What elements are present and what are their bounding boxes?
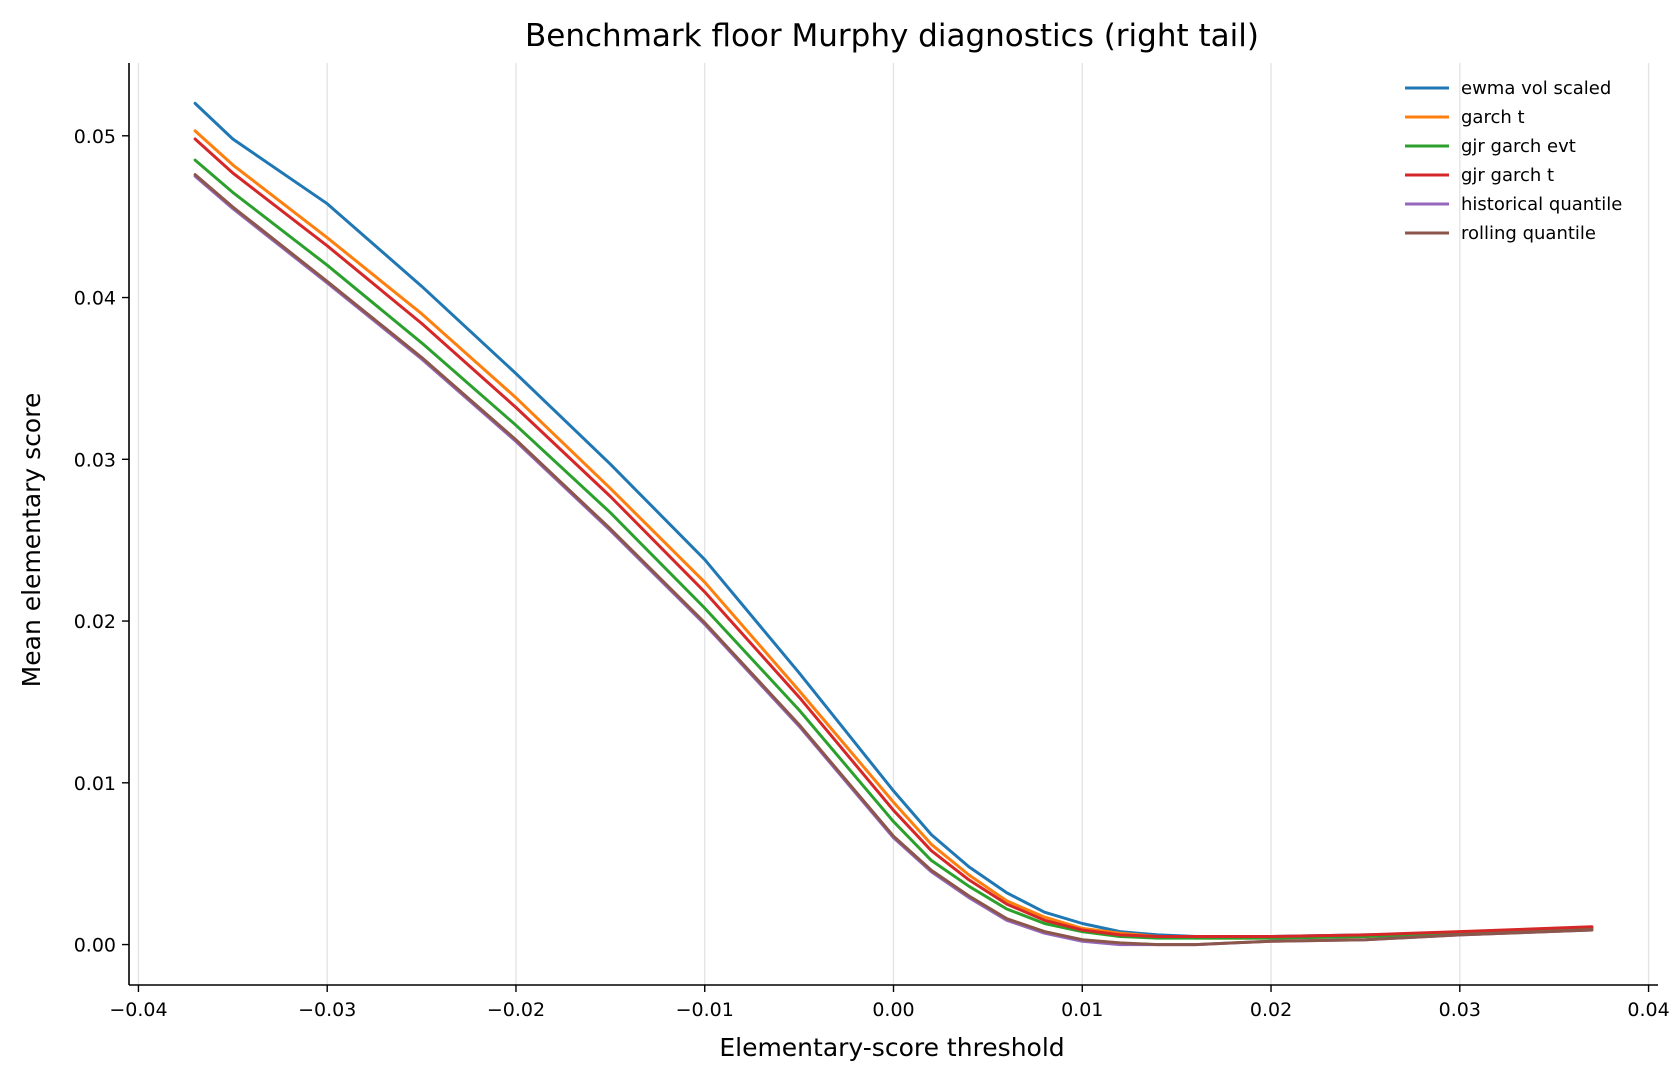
series-line-5 [193, 173, 1594, 947]
y-tick-label: 0.01 [74, 773, 116, 795]
x-tick-label: 0.03 [1439, 999, 1481, 1021]
y-tick-label: 0.02 [74, 611, 116, 633]
x-tick-label: −0.03 [298, 999, 356, 1021]
chart-title: Benchmark floor Murphy diagnostics (righ… [525, 18, 1259, 54]
series-lines [193, 101, 1594, 947]
x-tick-label: 0.00 [872, 999, 914, 1021]
y-tick-label: 0.00 [74, 935, 116, 957]
y-axis-label: Mean elementary score [17, 393, 46, 688]
x-tick-label: −0.01 [676, 999, 734, 1021]
legend-entry-label: gjr garch evt [1461, 136, 1576, 157]
gridlines [137, 63, 1650, 985]
x-axis-label: Elementary-score threshold [719, 1033, 1064, 1062]
x-axis-ticks: −0.04 −0.03 −0.02 −0.01 0.00 0.01 0.02 0.03 0.04 [109, 985, 1670, 1021]
series-line-2 [193, 158, 1594, 940]
legend-entry-label: ewma vol scaled [1461, 78, 1611, 99]
x-tick-label: 0.01 [1061, 999, 1103, 1021]
legend: ewma vol scaled garch t gjr garch evt gjr g… [1405, 78, 1622, 244]
y-tick-label: 0.04 [74, 288, 116, 310]
x-tick-label: −0.02 [487, 999, 545, 1021]
legend-entry-label: gjr garch t [1461, 165, 1554, 186]
series-line-3 [193, 137, 1594, 938]
x-tick-label: 0.04 [1627, 999, 1669, 1021]
legend-entry-label: historical quantile [1461, 194, 1622, 215]
y-tick-label: 0.03 [74, 449, 116, 471]
y-tick-label: 0.05 [74, 126, 116, 148]
x-tick-label: −0.04 [109, 999, 167, 1021]
x-tick-label: 0.02 [1250, 999, 1292, 1021]
y-axis-ticks: 0.00 0.01 0.02 0.03 0.04 0.05 [74, 126, 129, 957]
legend-entry-label: garch t [1461, 107, 1525, 128]
legend-entry-label: rolling quantile [1461, 223, 1596, 244]
